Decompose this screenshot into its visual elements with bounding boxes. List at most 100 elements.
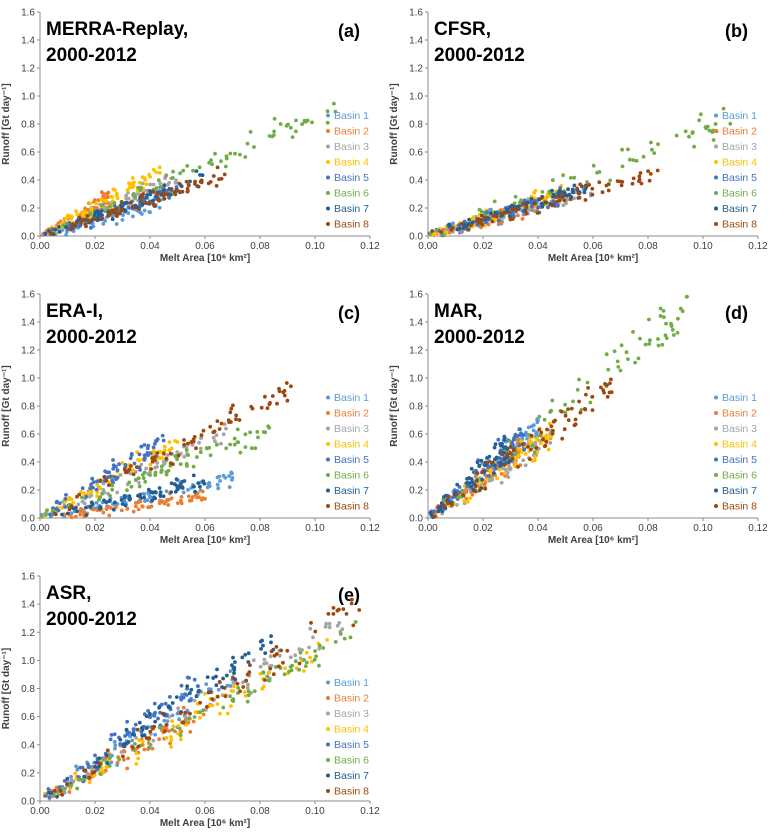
data-point-basin-4 [157, 170, 162, 175]
data-point-basin-3 [268, 654, 273, 659]
data-point-basin-1 [141, 491, 146, 496]
data-point-basin-8 [524, 205, 529, 210]
legend-entry: Basin 5 [334, 172, 369, 184]
x-tick-label: 0.00 [418, 523, 438, 534]
data-point-basin-3 [526, 197, 531, 201]
data-point-basin-2 [203, 496, 207, 501]
data-point-basin-8 [272, 653, 277, 658]
data-point-basin-3 [548, 441, 553, 445]
data-point-basin-7 [243, 652, 248, 657]
data-point-basin-3 [165, 453, 170, 457]
data-point-basin-7 [93, 764, 97, 769]
data-point-basin-6 [248, 130, 253, 134]
data-point-basin-8 [583, 183, 588, 188]
data-point-basin-6 [223, 164, 228, 169]
data-point-basin-1 [153, 732, 158, 737]
data-point-basin-8 [524, 211, 529, 216]
data-point-basin-8 [268, 401, 272, 405]
data-point-basin-8 [608, 381, 612, 386]
data-point-basin-5 [50, 227, 55, 232]
data-point-basin-6 [297, 667, 301, 672]
data-point-basin-7 [104, 753, 109, 758]
data-point-basin-8 [164, 456, 169, 461]
data-point-basin-6 [571, 399, 575, 404]
data-point-basin-1 [216, 687, 221, 692]
data-point-basin-8 [449, 227, 454, 232]
data-point-basin-5 [515, 434, 520, 438]
data-point-basin-2 [515, 438, 520, 442]
y-tick-label: 0.6 [409, 148, 423, 159]
data-point-basin-6 [267, 426, 272, 430]
data-point-basin-2 [125, 506, 130, 511]
data-point-basin-4 [82, 492, 87, 496]
data-point-basin-7 [57, 225, 61, 229]
data-point-basin-6 [303, 664, 308, 668]
legend-marker [326, 144, 330, 149]
data-point-basin-3 [115, 490, 120, 495]
data-point-basin-6 [273, 665, 278, 669]
data-point-basin-5 [84, 494, 89, 499]
data-point-basin-2 [201, 712, 206, 717]
data-point-basin-3 [140, 181, 145, 186]
data-point-basin-7 [148, 192, 153, 197]
y-tick-label: 0.2 [409, 204, 423, 215]
data-point-basin-4 [79, 490, 83, 494]
data-point-basin-6 [77, 777, 81, 782]
data-point-basin-6 [236, 440, 241, 445]
data-point-basin-7 [175, 487, 180, 492]
data-point-basin-6 [338, 632, 343, 636]
data-point-basin-6 [507, 439, 512, 443]
data-point-basin-8 [572, 423, 577, 428]
data-point-basin-8 [93, 217, 97, 222]
panel-letter: (a) [338, 21, 360, 41]
data-point-basin-6 [236, 686, 241, 690]
data-point-basin-6 [428, 232, 433, 236]
x-tick-label: 0.10 [693, 241, 713, 252]
data-point-basin-8 [604, 183, 609, 188]
data-point-basin-1 [526, 425, 531, 430]
data-point-basin-7 [465, 481, 469, 485]
x-tick-label: 0.00 [30, 241, 50, 252]
data-point-basin-1 [535, 430, 539, 435]
data-point-basin-1 [207, 484, 212, 488]
data-point-basin-8 [562, 198, 567, 203]
data-point-basin-8 [349, 597, 354, 602]
chart-panel-e: 0.0 0.2 0.4 0.6 0.8 1.0 1.2 1.4 1.6 0.00 0.02 0.04 0… [1, 572, 380, 830]
data-point-basin-5 [558, 186, 562, 191]
data-point-basin-6 [210, 162, 214, 167]
data-point-basin-8 [250, 406, 255, 411]
data-point-basin-1 [120, 218, 125, 222]
data-point-basin-6 [661, 315, 666, 320]
data-point-basin-7 [214, 683, 219, 688]
data-point-basin-7 [557, 189, 561, 194]
legend-entry: Basin 5 [334, 454, 369, 466]
data-point-basin-4 [64, 216, 68, 221]
data-point-basin-3 [327, 621, 332, 626]
data-point-basin-6 [620, 164, 625, 169]
y-tick-label: 1.0 [21, 92, 35, 103]
x-tick-label: 0.12 [360, 806, 380, 817]
data-point-basin-7 [82, 774, 87, 779]
data-point-basin-6 [658, 306, 663, 311]
data-point-basin-8 [499, 211, 504, 216]
data-point-basin-6 [129, 484, 134, 489]
legend-marker [326, 680, 330, 685]
data-point-basin-5 [148, 451, 153, 455]
data-point-basin-5 [93, 753, 97, 758]
legend-entry: Basin 4 [334, 157, 369, 169]
data-point-basin-2 [190, 495, 195, 499]
data-point-basin-8 [219, 421, 224, 426]
data-point-basin-8 [639, 181, 644, 186]
data-point-basin-8 [587, 183, 591, 187]
data-point-basin-3 [148, 182, 153, 187]
data-point-basin-6 [100, 203, 104, 208]
data-point-basin-6 [133, 742, 137, 746]
data-point-basin-5 [496, 437, 501, 442]
data-point-basin-8 [331, 612, 336, 616]
data-point-basin-6 [620, 147, 624, 152]
data-point-basin-3 [197, 440, 202, 445]
data-point-basin-8 [85, 214, 90, 218]
data-point-basin-8 [229, 406, 234, 411]
data-point-basin-7 [144, 726, 149, 730]
data-point-basin-8 [210, 697, 215, 701]
